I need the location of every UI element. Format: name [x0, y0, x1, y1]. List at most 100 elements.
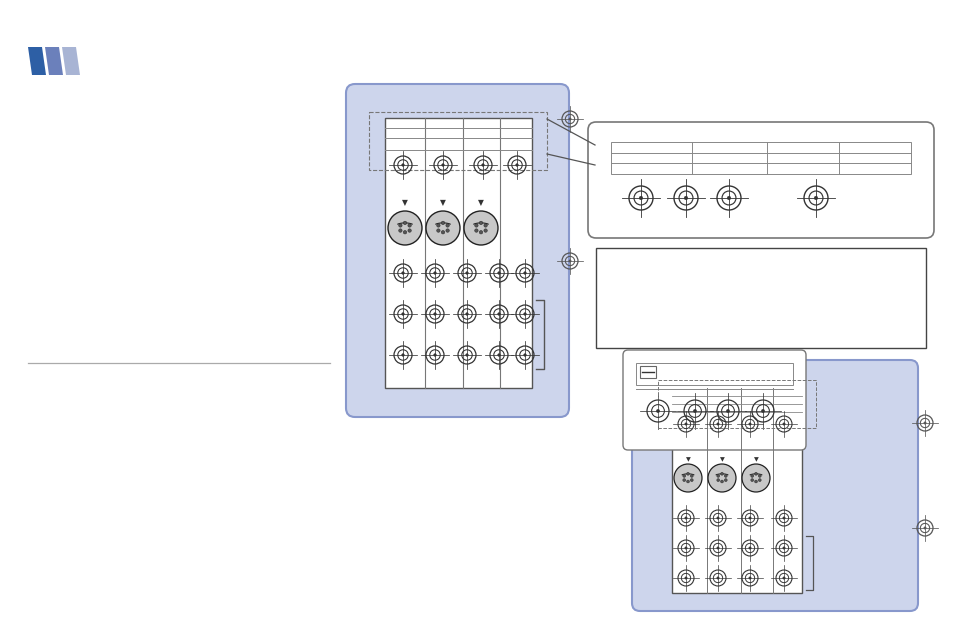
Circle shape: [716, 478, 719, 482]
Circle shape: [568, 118, 571, 120]
Circle shape: [686, 480, 689, 483]
Circle shape: [720, 472, 722, 475]
Bar: [636, 363, 792, 385]
Circle shape: [465, 353, 468, 357]
Circle shape: [478, 221, 482, 225]
Circle shape: [716, 423, 719, 425]
Circle shape: [441, 230, 444, 234]
Circle shape: [741, 464, 769, 492]
Circle shape: [483, 229, 487, 232]
Circle shape: [684, 423, 686, 425]
Circle shape: [465, 313, 468, 315]
Circle shape: [434, 313, 436, 315]
Circle shape: [465, 272, 468, 274]
Text: ▼: ▼: [753, 457, 758, 462]
Circle shape: [426, 211, 459, 245]
Bar: [671, 388, 801, 593]
Circle shape: [445, 229, 449, 232]
Circle shape: [686, 472, 689, 475]
Circle shape: [684, 517, 686, 519]
Circle shape: [441, 221, 444, 225]
Circle shape: [923, 422, 925, 424]
Circle shape: [758, 475, 760, 477]
Circle shape: [403, 230, 406, 234]
Circle shape: [523, 353, 526, 357]
Polygon shape: [28, 47, 46, 75]
Circle shape: [398, 223, 401, 227]
Bar: [369, 112, 546, 170]
Circle shape: [436, 223, 439, 227]
Circle shape: [782, 577, 784, 579]
Circle shape: [436, 229, 439, 232]
Circle shape: [720, 480, 722, 483]
Circle shape: [401, 272, 404, 274]
Circle shape: [656, 409, 659, 413]
Circle shape: [568, 260, 571, 262]
Circle shape: [754, 480, 757, 483]
Circle shape: [478, 230, 482, 234]
Circle shape: [782, 423, 784, 425]
Circle shape: [401, 353, 404, 357]
Circle shape: [716, 517, 719, 519]
Circle shape: [726, 196, 730, 200]
Circle shape: [748, 577, 750, 579]
Circle shape: [723, 475, 726, 477]
Circle shape: [707, 464, 735, 492]
Text: ▼: ▼: [401, 199, 408, 207]
Bar: [658, 380, 815, 428]
Circle shape: [434, 353, 436, 357]
Circle shape: [750, 475, 753, 477]
Polygon shape: [45, 47, 63, 75]
Bar: [596, 248, 925, 348]
Circle shape: [693, 409, 696, 413]
Circle shape: [682, 475, 685, 477]
Circle shape: [673, 464, 701, 492]
Circle shape: [497, 272, 499, 274]
Circle shape: [782, 547, 784, 549]
Text: ▼: ▼: [719, 457, 723, 462]
Circle shape: [463, 211, 497, 245]
FancyBboxPatch shape: [631, 360, 917, 611]
Circle shape: [723, 478, 726, 482]
Circle shape: [445, 223, 449, 227]
Circle shape: [684, 547, 686, 549]
Circle shape: [388, 211, 421, 245]
FancyBboxPatch shape: [587, 122, 933, 238]
Circle shape: [758, 478, 760, 482]
Text: ▼: ▼: [477, 199, 483, 207]
Circle shape: [760, 409, 764, 413]
Circle shape: [748, 517, 750, 519]
Circle shape: [725, 409, 729, 413]
Circle shape: [523, 272, 526, 274]
Circle shape: [684, 577, 686, 579]
Circle shape: [497, 313, 499, 315]
Circle shape: [398, 229, 401, 232]
Circle shape: [408, 223, 411, 227]
Text: ▼: ▼: [685, 457, 690, 462]
Circle shape: [682, 478, 685, 482]
Circle shape: [690, 478, 693, 482]
Circle shape: [923, 527, 925, 529]
Circle shape: [690, 475, 693, 477]
Circle shape: [516, 163, 517, 167]
Circle shape: [483, 223, 487, 227]
Circle shape: [748, 547, 750, 549]
Bar: [639, 366, 656, 378]
Circle shape: [475, 229, 477, 232]
Circle shape: [523, 313, 526, 315]
Circle shape: [401, 163, 404, 167]
Circle shape: [716, 577, 719, 579]
Circle shape: [683, 196, 687, 200]
Circle shape: [639, 196, 642, 200]
Circle shape: [813, 196, 817, 200]
Text: ▼: ▼: [439, 199, 445, 207]
Polygon shape: [62, 47, 80, 75]
Circle shape: [748, 423, 750, 425]
Circle shape: [782, 517, 784, 519]
Circle shape: [716, 547, 719, 549]
Circle shape: [754, 472, 757, 475]
Circle shape: [716, 475, 719, 477]
Circle shape: [403, 221, 406, 225]
FancyBboxPatch shape: [346, 84, 568, 417]
Bar: [610, 142, 910, 174]
